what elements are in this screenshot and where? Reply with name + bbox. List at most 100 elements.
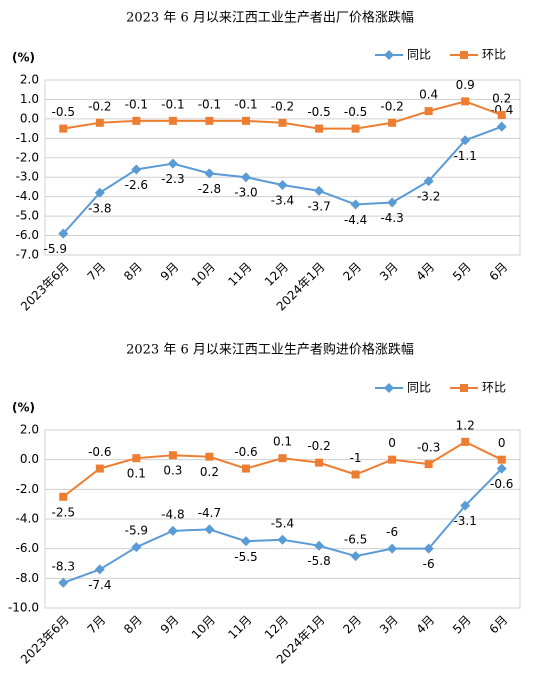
plot-border	[44, 79, 521, 256]
marker	[315, 124, 324, 133]
marker	[167, 525, 178, 536]
marker	[388, 118, 397, 127]
marker	[58, 228, 69, 239]
data-label: 0.3	[163, 464, 182, 478]
x-tick-label: 2023年6月	[18, 613, 72, 667]
data-label: -0.6	[490, 477, 513, 491]
y-tick-label: -3.0	[16, 170, 39, 184]
y-tick-label: 1.0	[20, 92, 39, 106]
data-label: -2.6	[125, 178, 148, 192]
marker	[314, 185, 325, 196]
data-label: -0.1	[125, 97, 148, 111]
data-label: -8.3	[52, 559, 75, 573]
data-label: -0.6	[234, 445, 257, 459]
marker	[423, 176, 434, 187]
data-label: -0.5	[344, 105, 367, 119]
data-label: -6	[423, 557, 435, 571]
marker	[132, 116, 141, 125]
data-label: -4.4	[344, 213, 367, 227]
data-label: -1.1	[453, 149, 476, 163]
marker	[241, 116, 250, 125]
marker	[496, 463, 507, 474]
plot-border	[44, 429, 521, 609]
marker	[314, 540, 325, 551]
data-label: -0.2	[271, 99, 294, 113]
legend-marker	[384, 383, 394, 393]
x-tick-label: 2月	[340, 260, 364, 284]
data-label: -0.1	[234, 97, 257, 111]
y-tick-label: -6.0	[16, 541, 39, 555]
legend-label: 同比	[407, 48, 431, 62]
y-tick-label: -6.0	[16, 228, 39, 242]
data-label: 0.4	[419, 88, 438, 102]
legend-marker	[460, 384, 468, 392]
marker	[423, 543, 434, 554]
legend-label: 环比	[482, 48, 506, 62]
marker	[424, 107, 433, 116]
marker	[497, 455, 506, 464]
marker	[241, 464, 250, 473]
legend-marker	[384, 50, 394, 60]
marker	[460, 135, 471, 146]
marker	[204, 168, 215, 179]
x-tick-label: 9月	[158, 613, 182, 637]
marker	[205, 116, 214, 125]
data-label: 0.1	[273, 435, 292, 449]
y-tick-label: 2.0	[20, 73, 39, 87]
y-tick-label: 0.0	[20, 452, 39, 466]
data-label: -2.5	[52, 505, 75, 519]
marker	[94, 564, 105, 575]
marker	[59, 124, 68, 133]
y-tick-label: -5.0	[16, 209, 39, 223]
x-tick-label: 8月	[121, 613, 145, 637]
y-tick-label: 2.0	[20, 423, 39, 437]
y-axis-label: (%)	[12, 401, 35, 415]
marker	[460, 500, 471, 511]
y-tick-label: -2.0	[16, 482, 39, 496]
marker	[131, 542, 142, 553]
data-label: -0.3	[417, 441, 440, 455]
marker	[277, 180, 288, 190]
marker	[131, 164, 142, 175]
x-tick-label: 8月	[121, 260, 145, 284]
data-label: -5.9	[125, 524, 148, 538]
data-label: -0.1	[198, 97, 221, 111]
legend-marker	[460, 51, 468, 59]
legend-label: 同比	[407, 381, 431, 395]
data-label: -3.0	[234, 186, 257, 200]
x-tick-label: 11月	[225, 613, 254, 642]
data-label: -1	[350, 451, 362, 465]
legend-label: 环比	[482, 381, 506, 395]
marker	[240, 536, 251, 547]
data-label: 0.2	[200, 465, 219, 479]
chart: 2023 年 6 月以来江西工业生产者出厂价格涨跌幅 (%) 2.0 1.0 0.0 -1…	[12, 10, 521, 314]
data-label: -4.3	[380, 211, 403, 225]
marker	[424, 460, 433, 469]
marker	[496, 121, 507, 132]
data-label: -4.7	[198, 506, 221, 520]
y-tick-label: -10.0	[8, 601, 39, 615]
x-tick-label: 5月	[450, 613, 474, 637]
marker	[132, 454, 141, 463]
marker	[95, 464, 104, 473]
x-tick-label: 4月	[413, 260, 437, 284]
marker	[168, 116, 177, 125]
data-label: -5.4	[271, 516, 294, 530]
y-tick-label: -1.0	[16, 131, 39, 145]
x-tick-label: 3月	[377, 260, 401, 284]
data-label: -0.5	[307, 105, 330, 119]
data-label: -0.1	[161, 97, 184, 111]
data-label: 0.1	[127, 467, 146, 481]
x-tick-label: 12月	[262, 613, 291, 642]
marker	[168, 451, 177, 460]
marker	[58, 577, 69, 588]
data-label: -0.2	[88, 99, 111, 113]
marker	[388, 455, 397, 464]
x-tick-label: 12月	[262, 260, 291, 289]
data-label: -5.8	[307, 554, 330, 568]
y-tick-label: -2.0	[16, 150, 39, 164]
x-tick-label: 7月	[85, 260, 109, 284]
marker	[59, 492, 68, 501]
data-label: -0.6	[88, 445, 111, 459]
x-tick-label: 6月	[487, 260, 511, 284]
